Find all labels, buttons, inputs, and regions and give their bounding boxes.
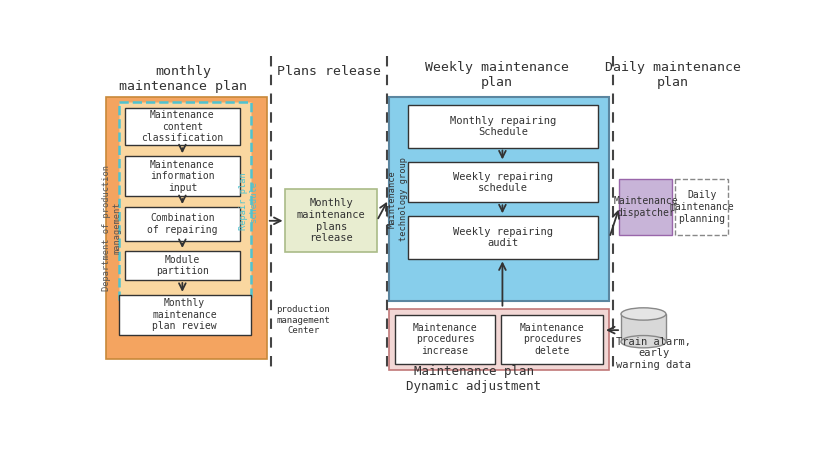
Text: Maintenance
procedures
increase: Maintenance procedures increase bbox=[413, 323, 477, 356]
Text: Repair plan
schedule: Repair plan schedule bbox=[239, 173, 258, 231]
Text: Train alarm,
early
warning data: Train alarm, early warning data bbox=[616, 336, 691, 370]
Text: Daily
maintenance
planning: Daily maintenance planning bbox=[669, 190, 734, 223]
Text: Maintenance plan
Dynamic adjustment: Maintenance plan Dynamic adjustment bbox=[406, 365, 541, 394]
Bar bbox=[125, 207, 239, 241]
Bar bbox=[286, 189, 377, 252]
Ellipse shape bbox=[621, 336, 666, 348]
Text: Maintenance
dispatcher: Maintenance dispatcher bbox=[614, 196, 678, 218]
Text: Daily maintenance
plan: Daily maintenance plan bbox=[605, 61, 741, 89]
Bar bbox=[106, 97, 267, 359]
Text: production
management
Center: production management Center bbox=[276, 305, 330, 335]
Text: Weekly repairing
schedule: Weekly repairing schedule bbox=[453, 172, 553, 193]
Text: Weekly repairing
audit: Weekly repairing audit bbox=[453, 227, 553, 248]
Bar bbox=[388, 97, 610, 301]
Bar bbox=[676, 179, 728, 235]
Bar bbox=[501, 315, 603, 364]
Bar bbox=[388, 309, 610, 370]
Text: Maintenance
technology group: Maintenance technology group bbox=[388, 157, 408, 241]
Bar bbox=[408, 105, 597, 148]
Text: Monthly
maintenance
plans
release: Monthly maintenance plans release bbox=[297, 198, 365, 243]
Bar bbox=[621, 314, 666, 342]
Bar bbox=[125, 251, 239, 280]
Text: Maintenance
information
input: Maintenance information input bbox=[150, 159, 215, 193]
Text: Weekly maintenance
plan: Weekly maintenance plan bbox=[425, 61, 569, 89]
Text: Monthly repairing
Schedule: Monthly repairing Schedule bbox=[449, 116, 556, 137]
Ellipse shape bbox=[621, 308, 666, 320]
Bar bbox=[125, 109, 239, 145]
Text: Plans release: Plans release bbox=[277, 65, 381, 78]
Bar bbox=[395, 315, 496, 364]
Bar bbox=[119, 295, 251, 335]
Bar bbox=[619, 179, 672, 235]
Bar bbox=[119, 102, 251, 301]
Text: monthly
maintenance plan: monthly maintenance plan bbox=[119, 65, 247, 93]
Text: Combination
of repairing: Combination of repairing bbox=[147, 213, 217, 235]
Bar bbox=[125, 156, 239, 196]
Text: Maintenance
content
classification: Maintenance content classification bbox=[141, 110, 224, 143]
Text: Monthly
maintenance
plan review: Monthly maintenance plan review bbox=[152, 298, 217, 331]
Bar bbox=[408, 162, 597, 202]
Text: Module
partition: Module partition bbox=[156, 255, 208, 276]
Text: Department of production
management: Department of production management bbox=[102, 165, 121, 291]
Bar bbox=[408, 216, 597, 258]
Text: Maintenance
procedures
delete: Maintenance procedures delete bbox=[519, 323, 584, 356]
